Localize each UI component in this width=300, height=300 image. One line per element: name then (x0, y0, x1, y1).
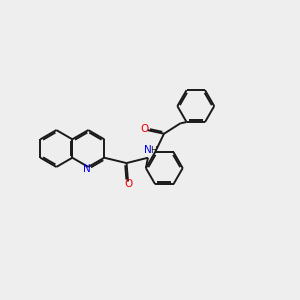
Text: O: O (124, 179, 132, 190)
Text: O: O (140, 124, 148, 134)
Text: N: N (83, 164, 91, 174)
Text: N: N (144, 146, 152, 155)
Text: H: H (150, 146, 157, 155)
